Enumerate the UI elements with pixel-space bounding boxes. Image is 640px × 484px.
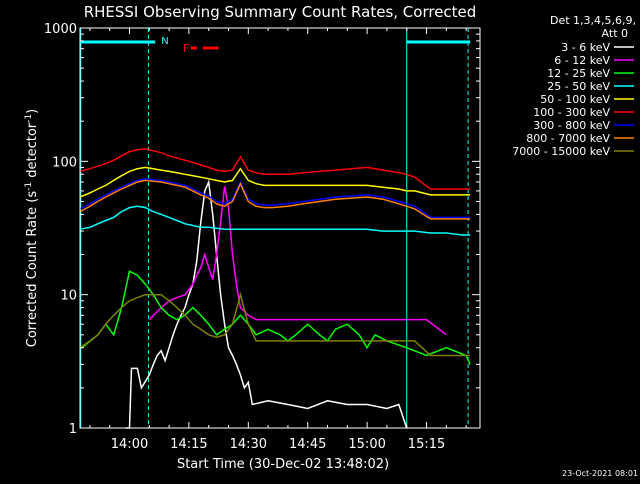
x-axis-label: Start Time (30-Dec-02 13:48:02) [177,457,389,472]
legend-label-5: 100 - 300 keV [533,106,610,119]
y-tick-label-1: 10 [60,289,77,304]
series-line-6 [79,178,471,219]
series-line-3 [79,205,471,236]
orbit-annotations: NF [80,28,471,428]
x-tick-label-3: 14:45 [289,437,326,452]
series-line-1 [148,186,447,336]
x-tick-label-5: 15:15 [408,437,445,452]
y-tick-label-3: 1000 [44,22,77,37]
y-axis-label: Corrected Count Rate (s-1 detector-1) [24,109,40,347]
x-tick-label-0: 14:00 [111,437,148,452]
x-tick-label-2: 14:30 [230,437,267,452]
x-tick-label-4: 15:00 [348,437,385,452]
legend-header-line1: Det 1,3,4,5,6,9, [550,14,636,27]
plot-frame [79,27,481,429]
chart-title: RHESSI Observing Summary Count Rates, Co… [84,3,477,21]
series-line-4 [79,166,471,198]
legend-label-0: 3 - 6 keV [561,41,610,54]
y-axis-label-part2: detector [25,122,40,182]
legend-label-2: 12 - 25 keV [547,67,610,80]
series-line-0 [125,179,408,429]
flare-label: F [183,42,189,55]
y-tick-label-0: 1 [69,422,77,437]
y-axis-label-sup2: -1 [24,114,34,123]
timestamp: 23-Oct-2021 08:01 [562,469,638,478]
y-axis-label-sup1: -1 [24,182,34,191]
x-axis: 14:00 14:15 14:30 14:45 15:00 15:15 [89,28,467,452]
series-line-7 [79,179,471,220]
legend-label-1: 6 - 12 keV [554,54,610,67]
x-tick-label-1: 14:15 [170,437,207,452]
series-group [79,148,471,429]
series-line-5 [79,148,471,190]
y-axis-label-part3: ) [25,109,40,114]
y-tick-label-2: 100 [52,155,77,170]
legend-label-8: 7000 - 15000 keV [512,145,610,158]
y-axis: 1 10 100 1000 [44,22,480,437]
legend-label-6: 300 - 800 keV [533,119,610,132]
legend-label-3: 25 - 50 keV [547,80,610,93]
legend-label-7: 800 - 7000 keV [526,132,610,145]
night-label: N [161,36,168,47]
series-line-8 [79,291,471,357]
legend-label-4: 50 - 100 keV [540,93,610,106]
legend-header-line2: Att 0 [602,27,628,40]
y-axis-label-part1: Corrected Count Rate (s [25,191,40,348]
